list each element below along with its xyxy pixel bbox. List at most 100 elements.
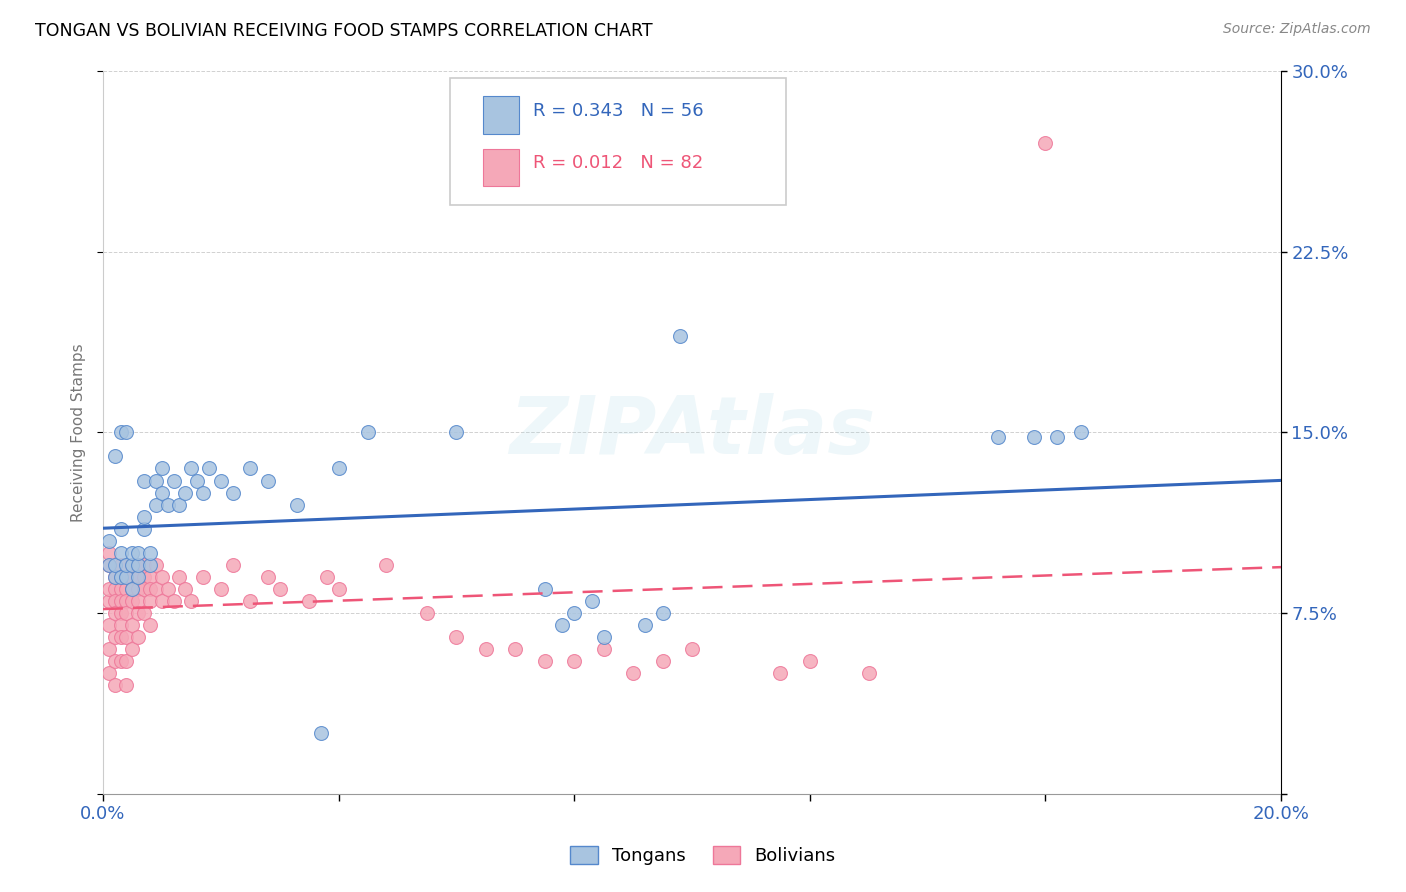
Point — [257, 570, 280, 584]
Text: Source: ZipAtlas.com: Source: ZipAtlas.com — [1223, 22, 1371, 37]
Point — [97, 558, 120, 572]
Point — [150, 461, 173, 475]
Point — [169, 570, 191, 584]
Point — [503, 642, 526, 657]
FancyBboxPatch shape — [450, 78, 786, 205]
Point — [134, 522, 156, 536]
Point — [150, 570, 173, 584]
Point — [115, 654, 138, 668]
Point — [127, 594, 149, 608]
Point — [987, 430, 1010, 444]
Point — [110, 522, 132, 536]
Point — [374, 558, 396, 572]
Point — [110, 606, 132, 620]
Point — [115, 582, 138, 596]
Point — [110, 425, 132, 440]
Point — [104, 630, 127, 644]
Point — [110, 546, 132, 560]
Point — [104, 582, 127, 596]
Point — [156, 582, 179, 596]
Point — [533, 654, 555, 668]
Point — [121, 570, 143, 584]
Point — [115, 558, 138, 572]
Point — [134, 558, 156, 572]
Point — [315, 570, 337, 584]
Point — [121, 582, 143, 596]
Point — [769, 666, 792, 681]
Point — [533, 582, 555, 596]
Point — [104, 594, 127, 608]
Point — [121, 594, 143, 608]
Point — [592, 642, 614, 657]
Point — [110, 582, 132, 596]
Point — [127, 558, 149, 572]
Point — [681, 642, 703, 657]
Point — [97, 618, 120, 632]
Point — [150, 485, 173, 500]
Point — [592, 630, 614, 644]
Point — [104, 570, 127, 584]
Point — [97, 558, 120, 572]
Point — [97, 666, 120, 681]
Point — [1022, 430, 1045, 444]
Point — [357, 425, 380, 440]
Point — [97, 533, 120, 548]
Point — [115, 606, 138, 620]
Point — [97, 642, 120, 657]
Point — [416, 606, 439, 620]
Point — [115, 630, 138, 644]
Legend: Tongans, Bolivians: Tongans, Bolivians — [564, 838, 842, 872]
Point — [269, 582, 291, 596]
Point — [139, 618, 162, 632]
Point — [551, 618, 574, 632]
Point — [127, 570, 149, 584]
Point — [110, 594, 132, 608]
Point — [115, 570, 138, 584]
Point — [110, 570, 132, 584]
Point — [191, 485, 214, 500]
Point — [104, 606, 127, 620]
Text: TONGAN VS BOLIVIAN RECEIVING FOOD STAMPS CORRELATION CHART: TONGAN VS BOLIVIAN RECEIVING FOOD STAMPS… — [35, 22, 652, 40]
Point — [651, 654, 673, 668]
Point — [110, 570, 132, 584]
Point — [581, 594, 603, 608]
Point — [799, 654, 821, 668]
Point — [298, 594, 321, 608]
Point — [446, 425, 468, 440]
Text: ZIPAtlas: ZIPAtlas — [509, 393, 875, 471]
Point — [127, 546, 149, 560]
Point — [121, 558, 143, 572]
Point — [1070, 425, 1092, 440]
Point — [180, 461, 202, 475]
Point — [121, 618, 143, 632]
Point — [134, 606, 156, 620]
Point — [104, 450, 127, 464]
Point — [115, 594, 138, 608]
Point — [139, 594, 162, 608]
Point — [562, 606, 585, 620]
Text: R = 0.012   N = 82: R = 0.012 N = 82 — [533, 154, 703, 172]
Point — [191, 570, 214, 584]
Point — [174, 582, 197, 596]
Point — [110, 630, 132, 644]
Point — [1035, 136, 1057, 151]
Point — [198, 461, 221, 475]
Point — [180, 594, 202, 608]
Point — [121, 558, 143, 572]
Point — [328, 582, 350, 596]
Bar — [484, 96, 519, 134]
Point — [104, 654, 127, 668]
Point — [221, 485, 243, 500]
Point — [239, 461, 262, 475]
Point — [110, 618, 132, 632]
Point — [156, 498, 179, 512]
Text: R = 0.343   N = 56: R = 0.343 N = 56 — [533, 102, 703, 120]
Point — [239, 594, 262, 608]
Point — [562, 654, 585, 668]
Point — [127, 606, 149, 620]
Point — [134, 474, 156, 488]
Point — [145, 474, 167, 488]
Point — [134, 509, 156, 524]
Point — [1046, 430, 1069, 444]
Point — [145, 558, 167, 572]
